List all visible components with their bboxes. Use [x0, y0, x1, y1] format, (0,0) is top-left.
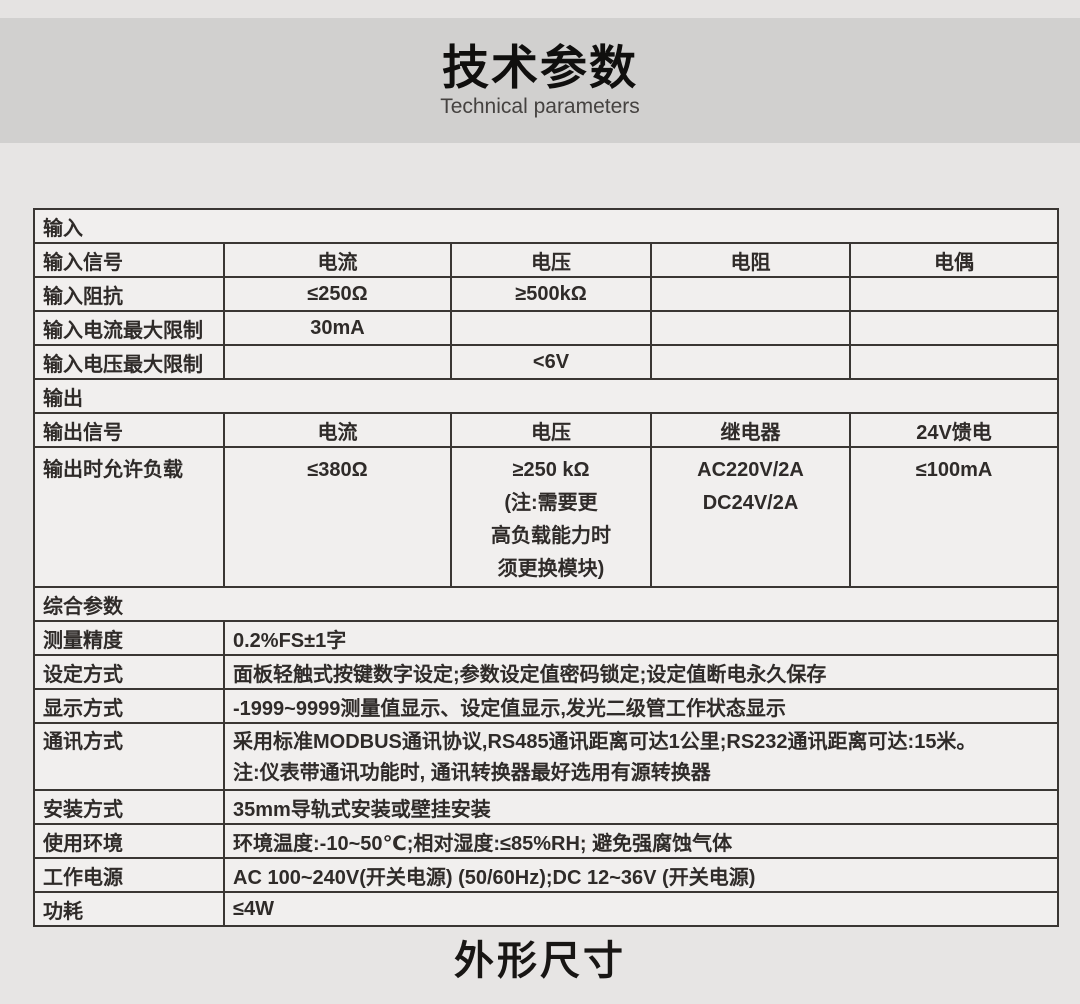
row-power-consumption: 功耗 ≤4W [33, 891, 1060, 927]
value-cell: 30mA [223, 310, 452, 346]
page-title: 技术参数 [442, 41, 638, 94]
value-cell: 面板轻触式按键数字设定;参数设定值密码锁定;设定值断电永久保存 [222, 654, 1060, 690]
value-cell: -1999~9999测量值显示、设定值显示,发光二级管工作状态显示 [222, 688, 1060, 724]
row-input-current-limit: 输入电流最大限制 30mA [33, 310, 1060, 346]
value-cell: 电压 [450, 412, 652, 448]
technical-parameters-table: 输入 输入信号 电流 电压 电阻 电偶 输入阻抗 ≤250Ω ≥500kΩ 输入… [32, 208, 1060, 927]
value-cell: 0.2%FS±1字 [222, 620, 1060, 656]
label-cell: 输出信号 [33, 412, 225, 448]
row-accuracy: 测量精度 0.2%FS±1字 [33, 620, 1060, 656]
row-output-section: 输出 [32, 378, 1060, 414]
row-communication: 通讯方式 采用标准MODBUS通讯协议,RS485通讯距离可达1公里;RS232… [33, 722, 1060, 791]
value-cell: ≤250Ω [223, 276, 452, 312]
value-cell: AC220V/2A DC24V/2A [650, 446, 851, 588]
label-cell: 输入电压最大限制 [33, 344, 225, 380]
row-input-signal: 输入信号 电流 电压 电阻 电偶 [33, 242, 1060, 278]
value-cell [848, 310, 1060, 346]
row-power-supply: 工作电源 AC 100~240V(开关电源) (50/60Hz);DC 12~3… [33, 857, 1060, 893]
value-cell: ≤380Ω [223, 446, 452, 588]
row-output-load: 输出时允许负载 ≤380Ω ≥250 kΩ (注:需要更 高负载能力时 须更换模… [33, 446, 1060, 588]
section-header-band: 技术参数 Technical parameters [0, 18, 1080, 143]
value-cell [848, 344, 1060, 380]
value-cell: 继电器 [650, 412, 851, 448]
label-cell: 输入阻抗 [33, 276, 225, 312]
row-display-method: 显示方式 -1999~9999测量值显示、设定值显示,发光二级管工作状态显示 [33, 688, 1060, 724]
next-section-title: 外形尺寸 [454, 939, 626, 983]
value-cell: 电流 [223, 412, 452, 448]
label-cell: 输入信号 [33, 242, 225, 278]
value-cell: ≥500kΩ [450, 276, 652, 312]
value-cell: AC 100~240V(开关电源) (50/60Hz);DC 12~36V (开… [222, 857, 1060, 893]
label-cell: 工作电源 [33, 857, 225, 893]
label-cell: 输入电流最大限制 [33, 310, 225, 346]
value-cell: ≤100mA [848, 446, 1060, 588]
value-cell: 采用标准MODBUS通讯协议,RS485通讯距离可达1公里;RS232通讯距离可… [222, 722, 1060, 791]
label-cell: 设定方式 [33, 654, 225, 690]
value-cell [650, 310, 851, 346]
value-cell: 电阻 [650, 242, 851, 278]
section-title-cell: 输出 [32, 378, 1060, 414]
label-cell: 安装方式 [33, 789, 225, 825]
value-cell [650, 344, 851, 380]
value-cell: 环境温度:-10~50℃;相对湿度:≤85%RH; 避免强腐蚀气体 [222, 823, 1060, 859]
section-title-cell: 综合参数 [32, 586, 1060, 622]
row-output-signal: 输出信号 电流 电压 继电器 24V馈电 [33, 412, 1060, 448]
value-cell [650, 276, 851, 312]
value-cell: 24V馈电 [848, 412, 1060, 448]
value-cell: 电流 [223, 242, 452, 278]
label-cell: 使用环境 [33, 823, 225, 859]
row-setting-method: 设定方式 面板轻触式按键数字设定;参数设定值密码锁定;设定值断电永久保存 [33, 654, 1060, 690]
value-cell: 电偶 [848, 242, 1060, 278]
value-cell: 电压 [450, 242, 652, 278]
label-cell: 测量精度 [33, 620, 225, 656]
value-cell [848, 276, 1060, 312]
row-input-voltage-limit: 输入电压最大限制 <6V [33, 344, 1060, 380]
value-cell: <6V [450, 344, 652, 380]
value-cell [450, 310, 652, 346]
label-cell: 通讯方式 [33, 722, 225, 791]
row-input-section: 输入 [32, 208, 1060, 244]
row-input-impedance: 输入阻抗 ≤250Ω ≥500kΩ [33, 276, 1060, 312]
row-environment: 使用环境 环境温度:-10~50℃;相对湿度:≤85%RH; 避免强腐蚀气体 [33, 823, 1060, 859]
value-cell [223, 344, 452, 380]
value-cell: 35mm导轨式安装或壁挂安装 [222, 789, 1060, 825]
value-cell: ≥250 kΩ (注:需要更 高负载能力时 须更换模块) [450, 446, 652, 588]
value-cell: ≤4W [222, 891, 1060, 927]
section-title-cell: 输入 [32, 208, 1060, 244]
row-mounting: 安装方式 35mm导轨式安装或壁挂安装 [33, 789, 1060, 825]
row-general-section: 综合参数 [32, 586, 1060, 622]
label-cell: 功耗 [33, 891, 225, 927]
page-subtitle: Technical parameters [440, 95, 640, 118]
top-strip [0, 0, 1080, 18]
label-cell: 显示方式 [33, 688, 225, 724]
label-cell: 输出时允许负载 [33, 446, 225, 588]
